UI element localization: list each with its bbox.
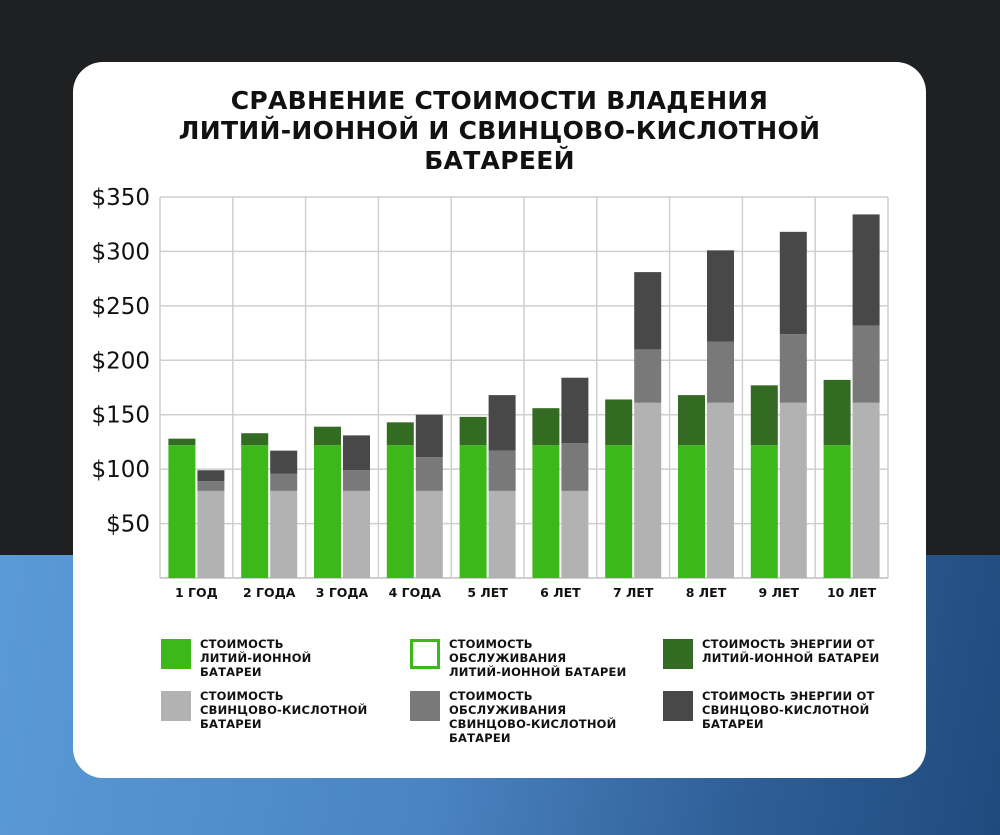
bar-li-energy — [241, 433, 269, 446]
x-tick-label: 5 ЛЕТ — [467, 585, 508, 600]
legend-swatch-li-energy — [663, 639, 693, 669]
bar-pb-cost — [634, 402, 662, 578]
bar-li-cost — [605, 445, 633, 578]
legend-item-pb-maint: СТОИМОСТЬ ОБСЛУЖИВАНИЯ СВИНЦОВО-КИСЛОТНО… — [410, 689, 616, 745]
bar-li-cost — [823, 445, 851, 578]
legend-swatch-pb-cost — [161, 691, 191, 721]
bar-pb-cost — [561, 490, 589, 578]
x-tick-label: 4 ГОДА — [389, 585, 442, 600]
x-tick-label: 10 ЛЕТ — [827, 585, 877, 600]
y-tick-label: $100 — [91, 457, 150, 483]
bar-pb-energy — [270, 450, 298, 474]
bar-li-energy — [678, 395, 705, 446]
x-tick-label: 2 ГОДА — [243, 585, 296, 600]
legend-label-pb-maint: СТОИМОСТЬ ОБСЛУЖИВАНИЯ СВИНЦОВО-КИСЛОТНО… — [449, 689, 617, 745]
bar-li-cost — [532, 445, 560, 578]
bar-pb-cost — [707, 402, 734, 578]
y-tick-label: $250 — [91, 294, 150, 320]
bar-li-energy — [386, 422, 414, 446]
legend-item-li-cost: СТОИМОСТЬ ЛИТИЙ-ИОННОЙ БАТАРЕИ — [161, 637, 312, 679]
bar-pb-maint — [415, 457, 443, 491]
bar-pb-energy — [707, 250, 734, 342]
y-tick-label: $50 — [106, 512, 150, 538]
legend-label-pb-cost: СТОИМОСТЬ СВИНЦОВО-КИСЛОТНОЙ БАТАРЕИ — [200, 689, 368, 731]
bar-li-energy — [750, 385, 778, 446]
bar-li-cost — [241, 445, 269, 578]
bar-pb-maint — [852, 325, 880, 403]
legend-label-li-energy: СТОИМОСТЬ ЭНЕРГИИ ОТ ЛИТИЙ-ИОННОЙ БАТАРЕ… — [702, 637, 880, 665]
legend-item-pb-energy: СТОИМОСТЬ ЭНЕРГИИ ОТ СВИНЦОВО-КИСЛОТНОЙ … — [663, 689, 875, 731]
bar-li-cost — [459, 445, 487, 578]
y-tick-label: $300 — [91, 239, 150, 265]
bar-pb-energy — [634, 272, 662, 350]
bar-pb-maint — [707, 341, 734, 403]
y-tick-label: $350 — [91, 185, 150, 211]
legend-item-pb-cost: СТОИМОСТЬ СВИНЦОВО-КИСЛОТНОЙ БАТАРЕИ — [161, 689, 367, 731]
bar-li-energy — [605, 399, 633, 446]
x-tick-label: 8 ЛЕТ — [686, 585, 727, 600]
bar-li-energy — [168, 438, 196, 446]
bar-li-cost — [314, 445, 341, 578]
legend-item-li-maint: СТОИМОСТЬ ОБСЛУЖИВАНИЯ ЛИТИЙ-ИОННОЙ БАТА… — [410, 637, 626, 679]
bar-pb-cost — [488, 490, 516, 578]
bar-pb-maint — [197, 481, 225, 491]
bar-pb-maint — [343, 470, 370, 491]
legend-swatch-pb-maint — [410, 691, 440, 721]
legend-label-pb-energy: СТОИМОСТЬ ЭНЕРГИИ ОТ СВИНЦОВО-КИСЛОТНОЙ … — [702, 689, 875, 731]
bar-pb-cost — [343, 490, 370, 578]
y-tick-label: $200 — [91, 348, 150, 374]
legend-swatch-li-cost — [161, 639, 191, 669]
bar-li-energy — [459, 416, 487, 446]
x-tick-label: 7 ЛЕТ — [613, 585, 654, 600]
bar-pb-cost — [415, 490, 443, 578]
bar-pb-energy — [779, 231, 807, 335]
bar-pb-cost — [270, 490, 298, 578]
bar-pb-energy — [343, 435, 370, 471]
bar-pb-maint — [270, 473, 298, 491]
x-tick-label: 9 ЛЕТ — [759, 585, 800, 600]
bar-li-energy — [532, 408, 560, 446]
x-tick-label: 6 ЛЕТ — [540, 585, 581, 600]
bar-pb-energy — [852, 214, 880, 326]
legend-swatch-pb-energy — [663, 691, 693, 721]
bar-li-energy — [314, 426, 341, 446]
x-tick-label: 1 ГОД — [175, 585, 218, 600]
bar-pb-maint — [779, 334, 807, 403]
bar-li-cost — [750, 445, 778, 578]
bar-pb-maint — [634, 349, 662, 403]
bar-pb-energy — [415, 414, 443, 458]
legend-swatch-li-maint — [410, 639, 440, 669]
legend-label-li-cost: СТОИМОСТЬ ЛИТИЙ-ИОННОЙ БАТАРЕИ — [200, 637, 312, 679]
x-tick-label: 3 ГОДА — [316, 585, 369, 600]
bar-pb-cost — [197, 490, 225, 578]
bar-pb-maint — [488, 450, 516, 491]
chart-title: СРАВНЕНИЕ СТОИМОСТИ ВЛАДЕНИЯ ЛИТИЙ-ИОННО… — [178, 86, 821, 175]
y-tick-label: $150 — [91, 403, 150, 429]
bar-pb-energy — [197, 470, 225, 482]
bar-pb-energy — [488, 395, 516, 451]
bar-pb-cost — [779, 402, 807, 578]
bar-pb-maint — [561, 443, 589, 491]
bar-li-cost — [386, 445, 414, 578]
bar-pb-cost — [852, 402, 880, 578]
legend-item-li-energy: СТОИМОСТЬ ЭНЕРГИИ ОТ ЛИТИЙ-ИОННОЙ БАТАРЕ… — [663, 637, 879, 669]
bar-li-cost — [168, 445, 196, 578]
bar-pb-energy — [561, 377, 589, 444]
bar-li-cost — [678, 445, 705, 578]
bar-li-energy — [823, 379, 851, 446]
legend-label-li-maint: СТОИМОСТЬ ОБСЛУЖИВАНИЯ ЛИТИЙ-ИОННОЙ БАТА… — [449, 637, 627, 679]
